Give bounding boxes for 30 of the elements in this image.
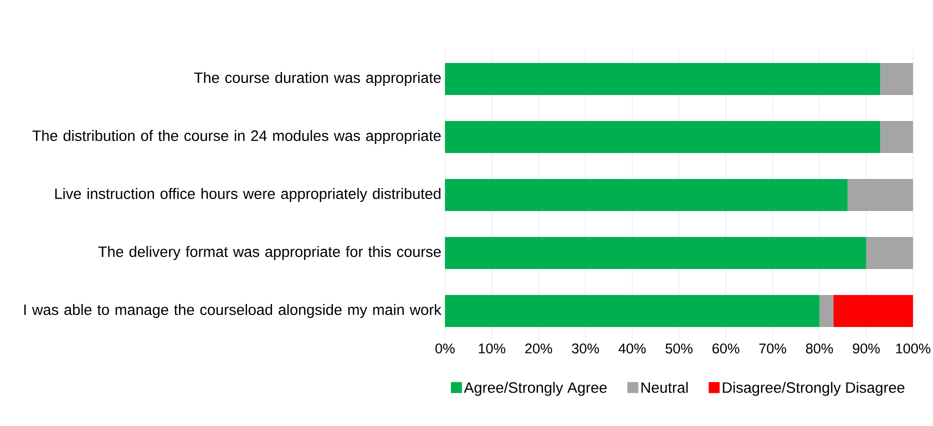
bar <box>847 179 914 212</box>
bar <box>445 237 866 270</box>
bar <box>880 121 914 154</box>
bar <box>445 63 880 96</box>
legend-label: Neutral <box>642 382 688 393</box>
x-tick-label: 70% <box>759 344 786 354</box>
bar <box>880 63 914 96</box>
y-tick-label: The course duration was appropriate <box>194 72 441 86</box>
x-tick-label: 40% <box>618 344 646 354</box>
bar <box>866 237 914 270</box>
x-tick-label: 60% <box>712 344 740 354</box>
bar <box>819 295 834 328</box>
y-tick-label: I was able to manage the courseload alongside my main work <box>24 304 442 318</box>
x-tick-label: 30% <box>572 344 599 354</box>
y-tick-label: Live instruction office hours were appropriately distributed <box>55 188 440 202</box>
legend-label: Disagree/Strongly Disagree <box>722 382 904 396</box>
bar <box>833 295 914 328</box>
x-tick-label: 80% <box>806 344 833 354</box>
x-tick-label: 50% <box>666 344 693 354</box>
legend-label: Agree/Strongly Agree <box>464 382 607 396</box>
x-tick-label: 90% <box>852 344 880 354</box>
y-tick-label: The distribution of the course in 24 modules was appropriate <box>32 130 441 144</box>
x-tick-label: 20% <box>525 344 552 354</box>
bar <box>445 121 880 154</box>
x-tick-label: 10% <box>478 344 506 354</box>
bar <box>445 295 820 328</box>
x-tick-label: 100% <box>896 344 930 354</box>
bar <box>445 179 848 212</box>
y-tick-label: The delivery format was appropriate for this course <box>98 246 441 260</box>
x-tick-label: 0% <box>435 344 455 354</box>
